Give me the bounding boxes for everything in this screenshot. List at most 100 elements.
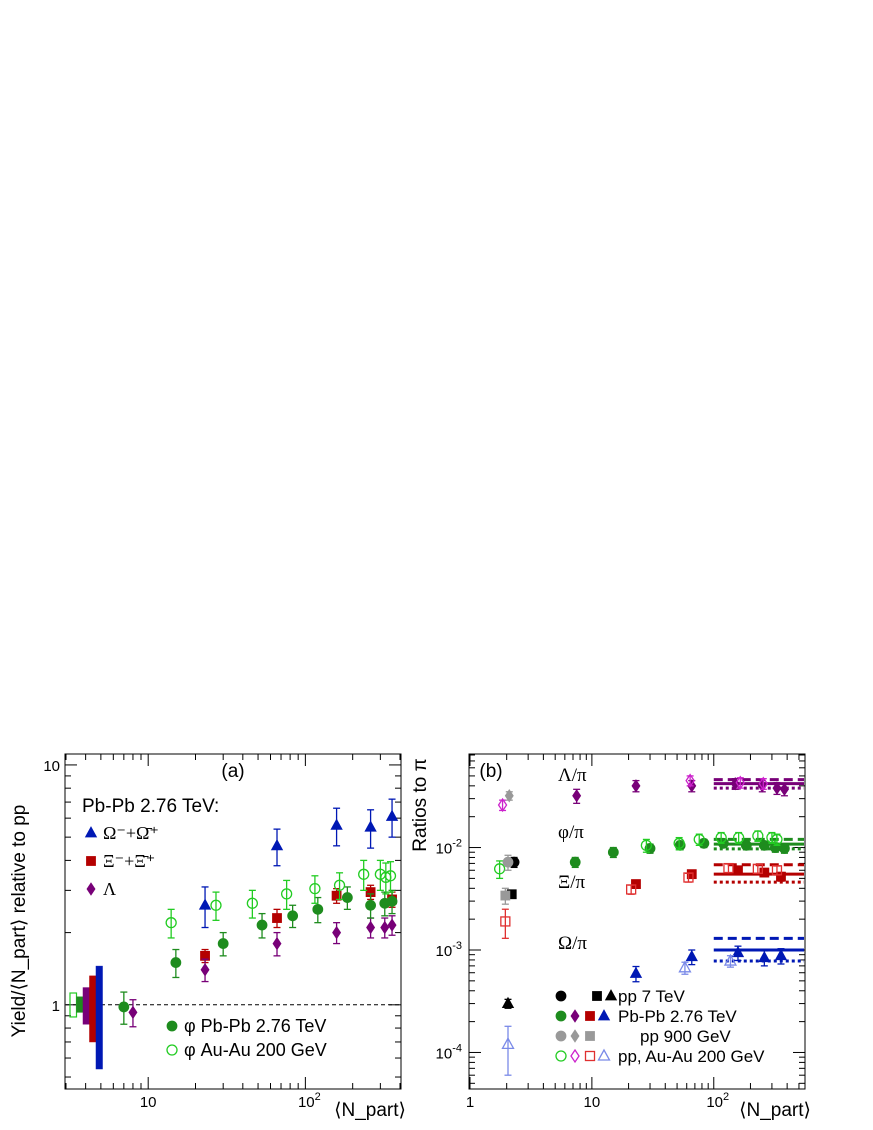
panel-b-point bbox=[569, 856, 581, 868]
panel-b-point bbox=[752, 863, 764, 874]
panel-b-series-pp-900-gev bbox=[500, 887, 511, 905]
panel-b-xtick-label: 1 bbox=[466, 1094, 474, 1111]
panel-a-normalization-box bbox=[82, 987, 90, 1025]
panel-a-legend-header: Pb-Pb 2.76 TeV: bbox=[82, 796, 219, 817]
panel-b-point bbox=[758, 776, 769, 791]
panel-a-point bbox=[170, 957, 182, 968]
panel-b-legend-marker bbox=[597, 1048, 611, 1061]
panel-b: (b) 1 10 102 10-4 10-3 10-2 Λ/π φ/π Ξ/π Ω/π pp 7… bbox=[410, 753, 811, 1121]
panel-a-series- bbox=[128, 915, 397, 1028]
panel-b-xtick-label: 10 bbox=[584, 1094, 601, 1111]
panel-a-point bbox=[358, 868, 370, 880]
panel-a-point bbox=[312, 903, 324, 915]
panel-a-legend-marker bbox=[166, 1020, 178, 1032]
panel-b-point bbox=[732, 831, 745, 844]
panel-b-legend-marker bbox=[555, 1030, 567, 1042]
panel-a-point bbox=[256, 919, 268, 931]
panel-a-legend-marker bbox=[166, 1044, 178, 1056]
panel-b-point bbox=[715, 831, 727, 844]
panel-a-point bbox=[331, 890, 342, 901]
panel-b-point bbox=[733, 865, 743, 876]
panel-a-series- bbox=[198, 798, 399, 929]
panel-b-point bbox=[759, 867, 770, 878]
panel-b-series-200-gev bbox=[501, 953, 738, 1076]
panel-b-legend-label: pp 7 TeV bbox=[618, 987, 685, 1006]
panel-b-series-pp-900-gev bbox=[502, 854, 514, 871]
panel-a-normalization-box bbox=[95, 965, 103, 1070]
panel-b-legend-marker bbox=[604, 989, 618, 1001]
panel-b-ratio-label: Ξ/π bbox=[558, 872, 585, 893]
panel-a-point bbox=[217, 938, 229, 949]
panel-b-model-lines bbox=[713, 778, 804, 963]
panel-a-point bbox=[341, 892, 353, 903]
panel-a: (a) 10 102 1 10 Pb-Pb 2.76 TeV: Ω⁻+Ω̄⁺ Ξ⁻+Ξ̄… bbox=[9, 753, 406, 1121]
panel-a-point bbox=[128, 1005, 138, 1020]
panel-b-legend-label: Pb-Pb 2.76 TeV bbox=[618, 1007, 737, 1026]
panel-b-series-pb-pb-2-76-tev bbox=[631, 865, 786, 889]
panel-a-point bbox=[385, 809, 399, 821]
panel-b-point bbox=[607, 846, 619, 858]
panel-b-legend-marker bbox=[570, 1029, 580, 1043]
panel-b-point bbox=[493, 863, 506, 875]
panel-a-legend-label: Ξ⁻+Ξ̄⁺ bbox=[103, 851, 155, 871]
panel-b-point bbox=[740, 839, 752, 851]
panel-a-ytick-label: 10 bbox=[43, 758, 60, 775]
panel-b-point bbox=[693, 833, 705, 846]
panel-a-normalization-box bbox=[89, 975, 97, 1043]
panel-b-legend-label: pp 900 GeV bbox=[640, 1027, 731, 1046]
panel-a-normalization-box bbox=[76, 996, 84, 1013]
panel-b-series-200-gev bbox=[500, 862, 783, 939]
panel-b-legend-marker bbox=[570, 1009, 580, 1023]
panel-a-point bbox=[272, 936, 282, 951]
panel-a-series- bbox=[200, 884, 397, 964]
panel-a-label: (a) bbox=[221, 761, 244, 782]
panel-b-point bbox=[685, 773, 695, 788]
panel-b-legend-marker bbox=[597, 1009, 611, 1021]
panel-b-legend-marker bbox=[585, 1011, 595, 1021]
panel-b-point bbox=[758, 950, 771, 963]
panel-b-ylabel: Ratios to π bbox=[410, 758, 431, 851]
panel-b-point bbox=[500, 890, 511, 901]
panel-b-point bbox=[683, 872, 694, 883]
panel-b-legend-label: pp, Au-Au 200 GeV bbox=[618, 1047, 765, 1066]
panel-b-ratio-labels: Λ/π φ/π Ξ/π Ω/π bbox=[558, 765, 587, 954]
panel-a-point bbox=[386, 895, 398, 907]
panel-b-point bbox=[758, 839, 770, 851]
panel-a-xtick-label: 10 bbox=[140, 1094, 157, 1111]
panel-b-legend-marker bbox=[584, 1050, 596, 1062]
panel-b-point bbox=[779, 782, 789, 797]
panel-b-point bbox=[752, 830, 764, 842]
panel-a-point bbox=[380, 920, 390, 935]
panel-b-marks bbox=[493, 773, 790, 1076]
panel-b-series-pp-900-gev bbox=[504, 789, 514, 803]
panel-a-point bbox=[333, 879, 346, 891]
panel-a-point bbox=[200, 963, 210, 977]
panel-b-frame bbox=[468, 753, 806, 1090]
panel-a-legend-marker bbox=[86, 882, 96, 896]
panel-b-ytick-label: 10-4 bbox=[436, 1042, 462, 1062]
panel-b-point bbox=[731, 945, 745, 958]
panel-a-point bbox=[384, 870, 397, 882]
panel-a-series-au-au-200-gev bbox=[165, 859, 397, 939]
panel-b-point bbox=[772, 781, 782, 795]
panel-b-point bbox=[771, 865, 783, 876]
panel-b-series-pb-pb-2-76-tev bbox=[629, 945, 788, 983]
panel-b-axes: 1 10 102 10-4 10-3 10-2 bbox=[436, 754, 805, 1111]
panel-a-point bbox=[365, 899, 376, 911]
panel-b-point bbox=[626, 884, 637, 895]
panel-b-ratio-label: φ/π bbox=[558, 822, 584, 843]
panel-a-point bbox=[270, 838, 284, 851]
panel-b-point bbox=[497, 797, 508, 813]
panel-b-legend-marker bbox=[570, 1048, 580, 1064]
panel-a-legend: Ω⁻+Ω̄⁺ Ξ⁻+Ξ̄⁺ Λφ Pb-Pb 2.76 TeV φ Au-Au 200… bbox=[84, 823, 327, 1060]
panel-b-point bbox=[572, 789, 582, 803]
panel-a-point bbox=[309, 882, 321, 895]
panel-a-xlabel: ⟨N_part⟩ bbox=[334, 1100, 406, 1121]
panel-b-point bbox=[640, 839, 653, 852]
panel-a-point bbox=[332, 925, 342, 940]
panel-a-legend-marker bbox=[84, 826, 98, 838]
panel-a-ytick-label: 1 bbox=[52, 998, 60, 1015]
panel-a-point bbox=[366, 920, 376, 935]
